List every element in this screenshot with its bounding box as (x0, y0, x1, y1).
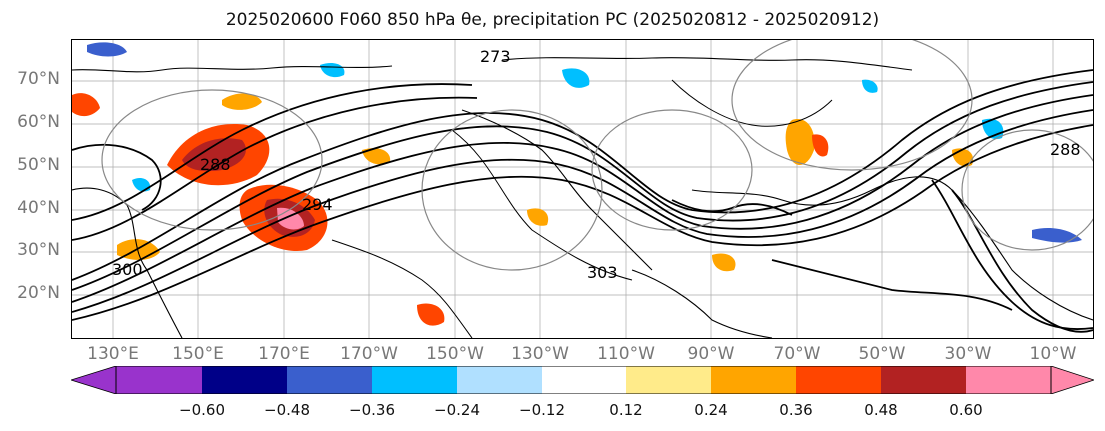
colorbar-extend-high (1050, 366, 1094, 394)
lon-label-110w: 110°W (597, 344, 655, 364)
lat-label-70n: 70°N (17, 69, 60, 89)
graticule (72, 40, 1093, 338)
colorbar-tick: 0.12 (609, 401, 643, 419)
lat-label-20n: 20°N (17, 283, 60, 303)
colorbar-tick: 0.24 (694, 401, 728, 419)
colorbar-bin-3 (287, 366, 372, 394)
colorbar (71, 366, 1094, 394)
colorbar-bin-6 (542, 366, 626, 394)
colorbar-tick: −0.36 (349, 401, 395, 419)
lat-label-30n: 30°N (17, 240, 60, 260)
lon-label-10w: 10°W (1029, 344, 1077, 364)
colorbar-tick: −0.48 (264, 401, 310, 419)
lon-label-90w: 90°W (687, 344, 735, 364)
contour-label-300: 300 (112, 260, 143, 279)
colorbar-bin-9 (796, 366, 881, 394)
map-title: 2025020600 F060 850 hPa θe, precipitatio… (225, 10, 880, 30)
colorbar-bin-5 (457, 366, 542, 394)
lon-label-130e: 130°E (87, 344, 139, 364)
contour-label-288: 288 (200, 155, 231, 174)
contour-labels: 273 288 294 300 303 288 (112, 47, 1081, 282)
colorbar-tick: −0.24 (434, 401, 480, 419)
lat-label-40n: 40°N (17, 198, 60, 218)
colorbar-tick: −0.60 (179, 401, 225, 419)
colorbar-extend-low (71, 366, 117, 394)
colorbar-outline (115, 366, 1052, 394)
colorbar-bin-1 (116, 366, 202, 394)
lon-label-150e: 150°E (172, 344, 224, 364)
lon-label-130w: 130°W (511, 344, 569, 364)
contour-label-273: 273 (480, 47, 511, 66)
lon-label-30w: 30°W (944, 344, 992, 364)
colorbar-bin-10 (881, 366, 966, 394)
contour-label-303: 303 (587, 263, 618, 282)
colorbar-tick: −0.12 (519, 401, 565, 419)
colorbar-bin-7 (626, 366, 711, 394)
colorbar-tick: 0.36 (779, 401, 813, 419)
lon-label-70w: 70°W (773, 344, 821, 364)
colorbar-tick: 0.48 (864, 401, 898, 419)
map-panel: 273 288 294 300 303 288 (71, 39, 1094, 339)
colorbar-bin-4 (372, 366, 457, 394)
colorbar-tick: 0.60 (949, 401, 983, 419)
theta-e-contours (72, 69, 1093, 333)
colorbar-bin-11 (966, 366, 1051, 394)
coastlines (72, 57, 1093, 338)
lon-label-170w: 170°W (340, 344, 398, 364)
pressure-contours (101, 40, 1093, 271)
contour-label-288-east: 288 (1050, 140, 1081, 159)
colorbar-bin-8 (711, 366, 796, 394)
lon-label-170e: 170°E (258, 344, 310, 364)
lat-label-60n: 60°N (17, 112, 60, 132)
colorbar-bin-2 (202, 366, 287, 394)
precip-positive (72, 93, 974, 326)
lat-label-50n: 50°N (17, 155, 60, 175)
lon-label-150w: 150°W (426, 344, 484, 364)
lon-label-50w: 50°W (858, 344, 906, 364)
theta-e-contours-thin (331, 79, 833, 338)
contour-label-294: 294 (302, 195, 333, 214)
map-canvas: 273 288 294 300 303 288 (72, 40, 1093, 338)
